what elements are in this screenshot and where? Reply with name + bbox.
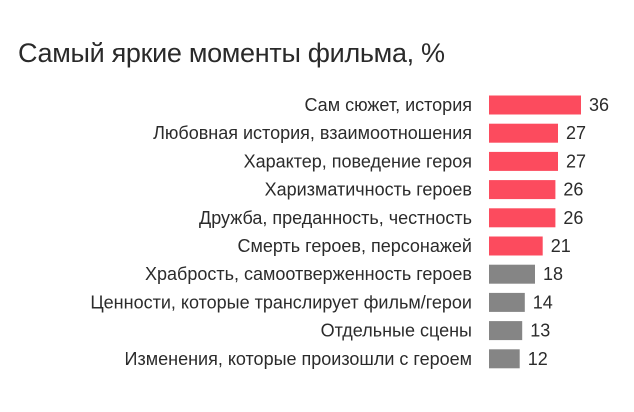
bar-10	[489, 349, 520, 369]
chart-title: Самый яркие моменты фильма, %	[18, 38, 445, 68]
category-label-3: Характер, поведение героя	[244, 151, 472, 171]
category-label-2: Любовная история, взаимоотношения	[153, 123, 472, 143]
value-label-5: 26	[563, 208, 583, 228]
bar-1	[489, 95, 581, 115]
bar-6	[489, 236, 543, 256]
bar-8	[489, 292, 525, 312]
bar-4	[489, 180, 556, 200]
value-label-1: 36	[589, 95, 609, 115]
value-label-9: 13	[530, 321, 550, 341]
value-label-10: 12	[528, 349, 548, 369]
bar-3	[489, 151, 558, 171]
value-label-8: 14	[533, 292, 553, 312]
value-label-4: 26	[563, 180, 583, 200]
category-label-9: Отдельные сцены	[321, 321, 472, 341]
category-label-8: Ценности, которые транслирует фильм/геро…	[90, 292, 472, 312]
category-label-10: Изменения, которые произошли с героем	[125, 349, 472, 369]
bar-9	[489, 321, 523, 341]
category-label-4: Харизматичность героев	[265, 180, 472, 200]
bar-5	[489, 208, 556, 228]
bar-7	[489, 264, 535, 284]
value-label-3: 27	[566, 151, 586, 171]
value-label-2: 27	[566, 123, 586, 143]
category-label-7: Храбрость, самоотверженность героев	[145, 264, 472, 284]
category-label-6: Смерть героев, персонажей	[238, 236, 472, 256]
value-label-7: 18	[543, 264, 563, 284]
bar-2	[489, 123, 558, 143]
category-label-1: Сам сюжет, история	[304, 95, 472, 115]
category-label-5: Дружба, преданность, честность	[199, 208, 472, 228]
value-label-6: 21	[551, 236, 571, 256]
